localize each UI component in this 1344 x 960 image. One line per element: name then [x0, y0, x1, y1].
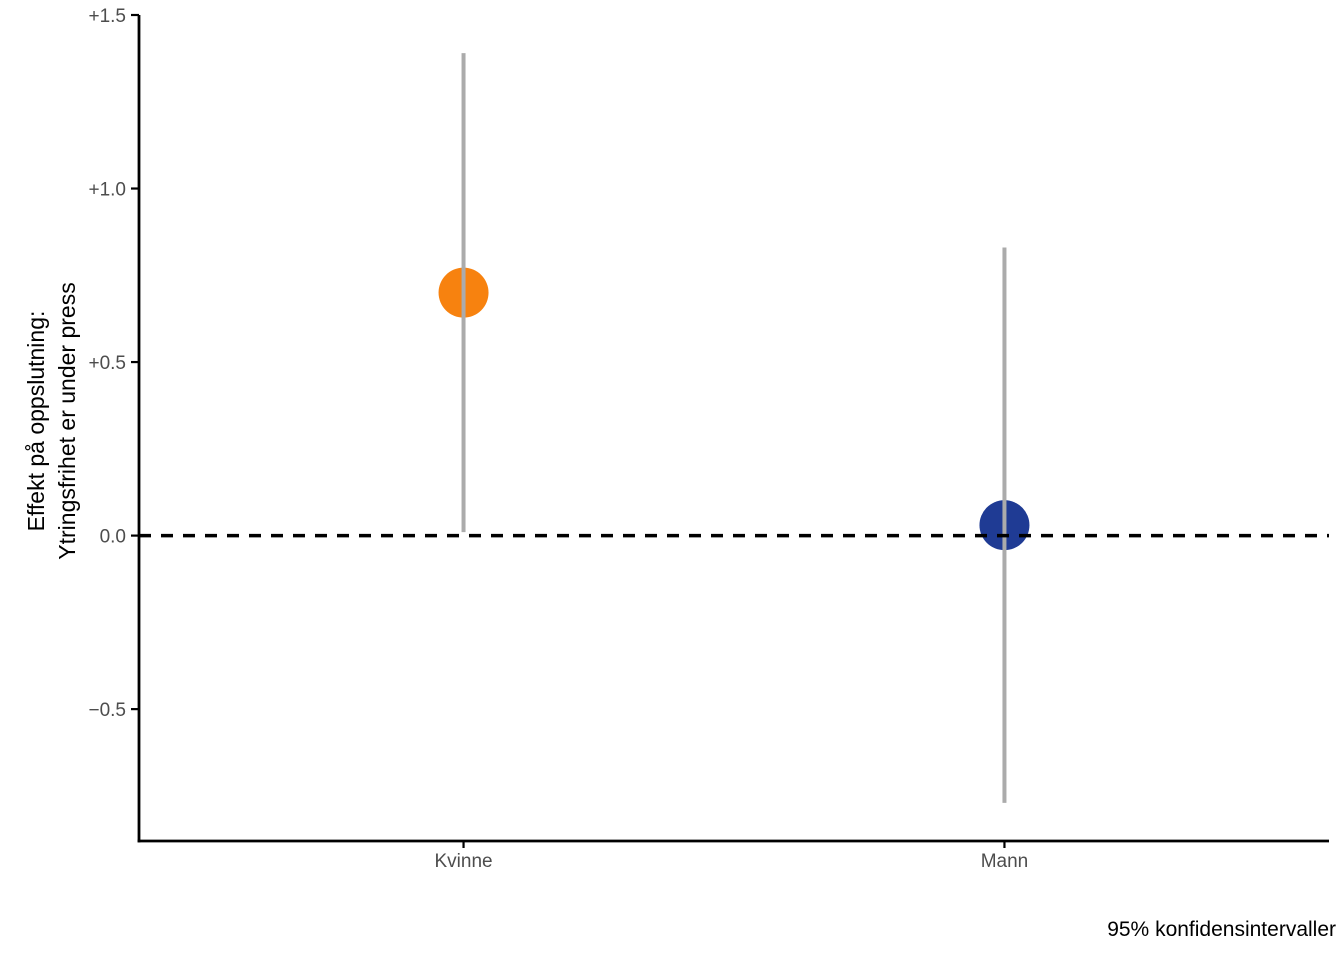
y-tick-label: +1.0: [88, 180, 126, 201]
y-axis-title-line2: Ytringsfrihet er under press: [54, 282, 80, 560]
x-category-label-kvinne: Kvinne: [434, 851, 492, 872]
y-tick-label: +0.5: [88, 353, 126, 374]
y-axis-title: Effekt på oppslutning: Ytringsfrihet er …: [21, 282, 83, 559]
y-tick-label: −0.5: [88, 700, 126, 721]
y-axis-title-line1: Effekt på oppslutning:: [23, 310, 49, 532]
x-category-label-mann: Mann: [981, 851, 1029, 872]
y-tick-label: 0.0: [100, 527, 126, 548]
y-tick-label: +1.5: [88, 6, 126, 27]
caption: 95% konfidensintervaller: [1107, 918, 1336, 941]
